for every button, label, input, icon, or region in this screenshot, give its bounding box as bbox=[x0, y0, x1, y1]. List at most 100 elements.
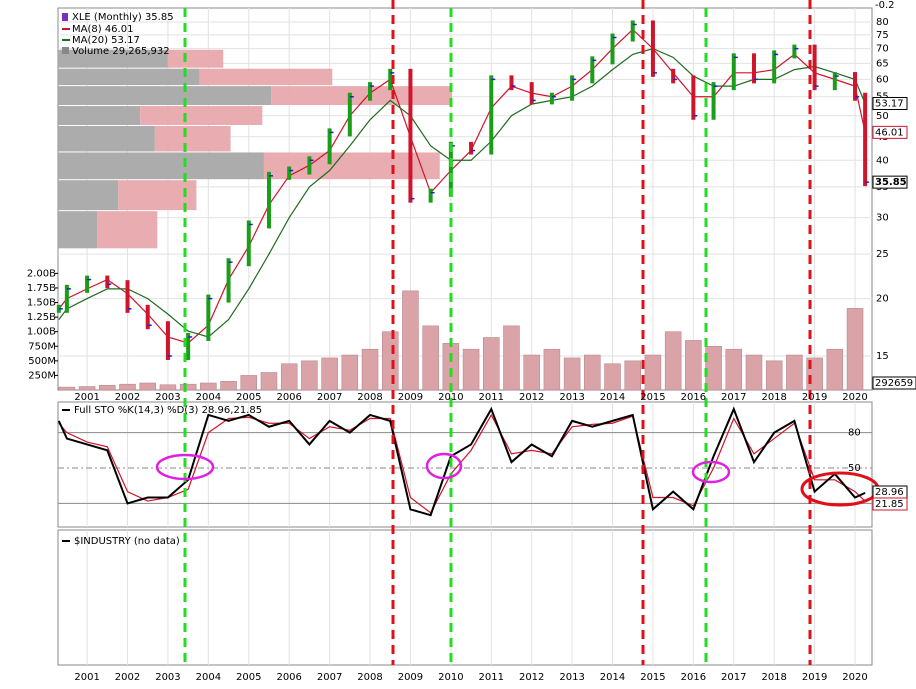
volume-bar bbox=[685, 340, 702, 391]
volume-by-price-up bbox=[58, 49, 168, 68]
y-tick-label: 50 bbox=[848, 463, 861, 474]
x-tick-label: 2010 bbox=[438, 672, 463, 683]
volume-bar bbox=[584, 354, 601, 391]
value-box bbox=[872, 175, 908, 189]
volume-tick-label: 1.75B bbox=[27, 283, 56, 294]
price-bar bbox=[731, 53, 736, 91]
price-bar bbox=[610, 33, 615, 65]
volume-bar bbox=[139, 382, 156, 391]
volume-bar bbox=[462, 348, 480, 391]
volume-bar bbox=[301, 360, 318, 391]
volume-bar bbox=[58, 386, 76, 391]
volume-bar bbox=[624, 360, 641, 391]
price-bar bbox=[812, 44, 817, 91]
volume-bar bbox=[119, 383, 136, 391]
x-tick-label: 2009 bbox=[398, 392, 423, 403]
volume-bar bbox=[78, 386, 96, 391]
volume-by-price-down bbox=[167, 49, 224, 68]
x-tick-label: 2018 bbox=[761, 392, 786, 403]
volume-tick-label: 500M bbox=[28, 356, 56, 367]
price-bar bbox=[448, 141, 453, 197]
x-tick-label: 2015 bbox=[640, 392, 665, 403]
stochastic-pane bbox=[57, 401, 873, 528]
value-box bbox=[872, 376, 916, 390]
volume-by-price-down bbox=[271, 86, 452, 106]
volume-bar bbox=[644, 354, 662, 391]
x-tick-label: 2013 bbox=[559, 392, 584, 403]
x-tick-label: 2017 bbox=[721, 392, 746, 403]
legend-swatch bbox=[62, 39, 70, 41]
price-bar bbox=[165, 321, 170, 360]
x-tick-label: 2003 bbox=[155, 672, 180, 683]
price-bar bbox=[85, 275, 90, 293]
volume-by-price-up bbox=[58, 106, 141, 125]
x-tick-label: 2011 bbox=[479, 672, 504, 683]
volume-bar bbox=[361, 348, 379, 391]
y-tick-label: 20 bbox=[876, 294, 889, 305]
price-bar bbox=[226, 258, 231, 303]
price-bar bbox=[853, 72, 858, 101]
price-bar bbox=[469, 141, 474, 155]
price-bar bbox=[347, 92, 352, 137]
volume-by-price-down bbox=[199, 68, 333, 86]
volume-bar bbox=[745, 354, 763, 391]
x-tick-label: 2010 bbox=[438, 392, 463, 403]
x-tick-label: 2005 bbox=[236, 672, 261, 683]
x-tick-label: 2006 bbox=[276, 672, 301, 683]
price-bar bbox=[206, 294, 211, 341]
x-tick-label: 2013 bbox=[559, 672, 584, 683]
price-bar bbox=[509, 75, 514, 91]
y-tick-label: 75 bbox=[876, 30, 889, 41]
price-bar bbox=[307, 156, 312, 175]
price-bar bbox=[287, 166, 292, 180]
annotations bbox=[155, 0, 880, 665]
stochastic-title-d: 21.85 bbox=[233, 405, 262, 416]
volume-bar bbox=[159, 384, 177, 391]
price-bar bbox=[388, 68, 393, 91]
price-bar bbox=[792, 44, 797, 59]
volume-bar bbox=[200, 382, 217, 391]
price-bar bbox=[650, 20, 655, 77]
volume-bar bbox=[260, 372, 278, 391]
y-tick-label: 50 bbox=[876, 111, 889, 122]
volume-bar bbox=[786, 354, 803, 391]
price-bar bbox=[246, 220, 251, 267]
y-tick-label: 15 bbox=[876, 351, 889, 362]
x-tick-label: 2001 bbox=[74, 392, 99, 403]
x-tick-label: 2020 bbox=[842, 392, 867, 403]
x-tick-label: 2014 bbox=[600, 392, 625, 403]
volume-by-price-up bbox=[58, 211, 98, 249]
price-bar bbox=[549, 92, 554, 105]
price-bar bbox=[711, 82, 716, 120]
x-tick-label: 2007 bbox=[317, 672, 342, 683]
price-bar bbox=[145, 304, 150, 330]
price-bar bbox=[529, 82, 534, 105]
value-box-label: 53.17 bbox=[875, 98, 904, 109]
price-bar bbox=[772, 50, 777, 84]
x-tick-label: 2009 bbox=[398, 672, 423, 683]
x-tick-label: 2011 bbox=[479, 392, 504, 403]
value-box bbox=[872, 497, 908, 511]
volume-bar bbox=[422, 325, 439, 391]
volume-by-price-down bbox=[140, 106, 263, 125]
x-tick-label: 2001 bbox=[74, 672, 99, 683]
volume-tick-label: 2.00B bbox=[27, 268, 56, 279]
value-box-label: 21.85 bbox=[875, 499, 904, 510]
volume-bar bbox=[543, 348, 561, 391]
volume-bar bbox=[664, 331, 682, 391]
y-tick-label: 65 bbox=[876, 58, 889, 69]
legend-ma8: MA(8) 46.01 bbox=[72, 24, 133, 35]
x-tick-label: 2005 bbox=[236, 392, 261, 403]
volume-by-price-up bbox=[58, 125, 155, 152]
x-tick-label: 2008 bbox=[357, 672, 382, 683]
y-tick-label: 60 bbox=[876, 74, 889, 85]
price-bar bbox=[368, 82, 373, 101]
x-tick-label: 2002 bbox=[115, 672, 140, 683]
volume-bar bbox=[341, 354, 359, 391]
x-tick-label: 2008 bbox=[357, 392, 382, 403]
x-tick-label: 2018 bbox=[761, 672, 786, 683]
price-bar bbox=[630, 20, 635, 42]
value-box-label: 46.01 bbox=[875, 127, 904, 138]
volume-bar bbox=[381, 331, 399, 391]
volume-tick-label: 1.25B bbox=[27, 312, 56, 323]
